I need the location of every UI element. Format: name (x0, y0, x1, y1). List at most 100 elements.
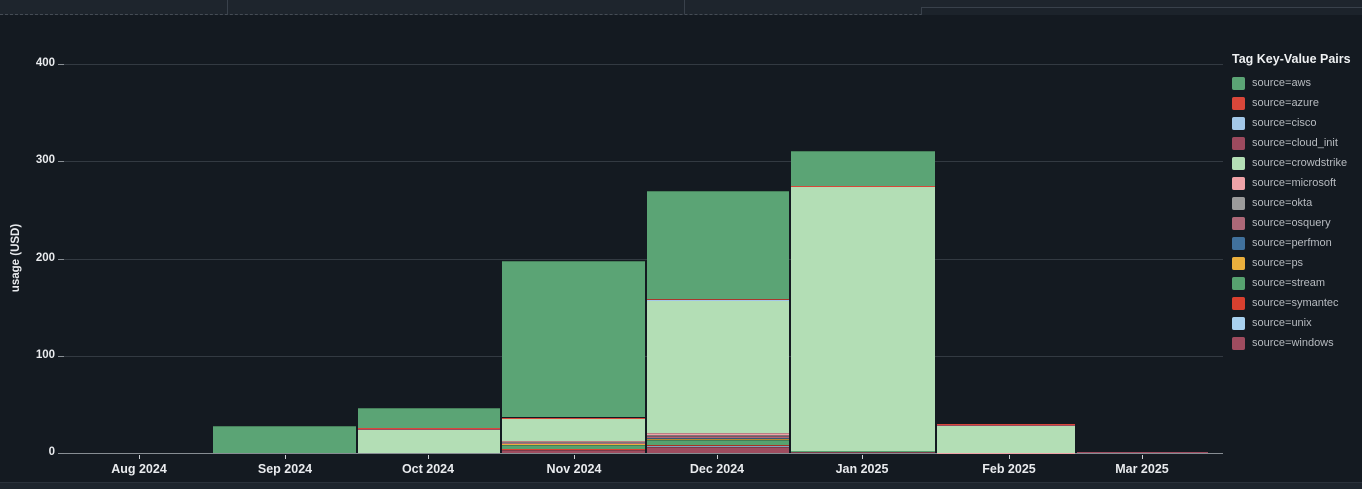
legend-swatch-icon (1232, 157, 1245, 170)
bar-segment[interactable] (647, 447, 789, 453)
x-tick-label: Dec 2024 (657, 462, 777, 476)
x-tick-mark (1009, 455, 1010, 459)
legend-swatch-icon (1232, 337, 1245, 350)
bar-segment[interactable] (791, 186, 935, 451)
bar-segment[interactable] (647, 191, 789, 299)
legend-item[interactable]: source=stream (1232, 273, 1360, 293)
bar-segment[interactable] (647, 438, 789, 439)
y-tick-mark (58, 259, 64, 260)
x-tick-label: Feb 2025 (949, 462, 1069, 476)
x-tick-label: Oct 2024 (368, 462, 488, 476)
x-tick-mark (717, 455, 718, 459)
bar-segment[interactable] (502, 261, 645, 418)
bar-segment[interactable] (358, 429, 501, 453)
legend-swatch-icon (1232, 137, 1245, 150)
gridline (60, 259, 1223, 260)
legend-title: Tag Key-Value Pairs (1232, 52, 1360, 66)
bar-segment[interactable] (358, 408, 501, 428)
legend-label: source=azure (1252, 97, 1319, 109)
legend-swatch-icon (1232, 117, 1245, 130)
legend-item[interactable]: source=crowdstrike (1232, 153, 1360, 173)
legend-label: source=unix (1252, 317, 1312, 329)
legend-label: source=stream (1252, 277, 1325, 289)
x-tick-mark (862, 455, 863, 459)
y-tick-label: 300 (15, 154, 55, 166)
bar-segment[interactable] (647, 446, 789, 447)
bar-segment[interactable] (502, 450, 645, 453)
y-tick-mark (58, 64, 64, 65)
bar-segment[interactable] (213, 426, 356, 453)
legend-swatch-icon (1232, 217, 1245, 230)
bar-segment[interactable] (647, 445, 789, 446)
bar-segment[interactable] (1077, 452, 1208, 453)
legend-label: source=crowdstrike (1252, 157, 1347, 169)
bar-segment[interactable] (502, 418, 645, 441)
gridline (60, 161, 1223, 162)
bar-segment[interactable] (647, 440, 789, 445)
legend-swatch-icon (1232, 77, 1245, 90)
legend-item[interactable]: source=perfmon (1232, 233, 1360, 253)
legend-label: source=perfmon (1252, 237, 1332, 249)
legend-item[interactable]: source=azure (1232, 93, 1360, 113)
x-tick-mark (574, 455, 575, 459)
x-tick-label: Nov 2024 (514, 462, 634, 476)
legend-swatch-icon (1232, 197, 1245, 210)
y-tick-label: 100 (15, 349, 55, 361)
legend-items: source=aws source=azure source=cisco source… (1232, 73, 1360, 353)
y-tick-mark (58, 356, 64, 357)
legend-swatch-icon (1232, 257, 1245, 270)
dashboard-screen: usage (USD) 0100200300400Aug 2024Sep 202… (0, 0, 1362, 489)
bar-segment[interactable] (647, 435, 789, 436)
legend-item[interactable]: source=unix (1232, 313, 1360, 333)
x-tick-mark (428, 455, 429, 459)
chart-legend: Tag Key-Value Pairs source=aws source=azu… (1232, 52, 1360, 353)
legend-label: source=okta (1252, 197, 1312, 209)
legend-swatch-icon (1232, 237, 1245, 250)
legend-swatch-icon (1232, 317, 1245, 330)
y-tick-mark (58, 161, 64, 162)
legend-swatch-icon (1232, 277, 1245, 290)
bar-segment[interactable] (791, 151, 935, 186)
legend-swatch-icon (1232, 297, 1245, 310)
legend-item[interactable]: source=microsoft (1232, 173, 1360, 193)
legend-item[interactable]: source=windows (1232, 333, 1360, 353)
x-tick-label: Mar 2025 (1082, 462, 1202, 476)
legend-item[interactable]: source=okta (1232, 193, 1360, 213)
toolbar-divider (227, 0, 228, 14)
legend-label: source=windows (1252, 337, 1334, 349)
bar-segment[interactable] (647, 439, 789, 440)
legend-item[interactable]: source=cloud_init (1232, 133, 1360, 153)
y-tick-label: 0 (15, 446, 55, 458)
bar-segment[interactable] (647, 433, 789, 435)
bar-segment[interactable] (502, 445, 645, 449)
legend-label: source=microsoft (1252, 177, 1336, 189)
legend-swatch-icon (1232, 177, 1245, 190)
x-axis-line (60, 453, 1223, 454)
legend-item[interactable]: source=aws (1232, 73, 1360, 93)
bar-segment[interactable] (502, 441, 645, 442)
bottom-panel-edge (0, 482, 1362, 489)
x-tick-mark (139, 455, 140, 459)
legend-item[interactable]: source=symantec (1232, 293, 1360, 313)
gridline (60, 64, 1223, 65)
top-toolbar (0, 0, 1362, 15)
x-tick-label: Aug 2024 (79, 462, 199, 476)
x-tick-label: Jan 2025 (802, 462, 922, 476)
bar-segment[interactable] (502, 443, 645, 445)
x-tick-mark (1142, 455, 1143, 459)
x-tick-mark (285, 455, 286, 459)
bar-segment[interactable] (791, 452, 935, 453)
legend-label: source=osquery (1252, 217, 1331, 229)
legend-label: source=cisco (1252, 117, 1317, 129)
legend-item[interactable]: source=cisco (1232, 113, 1360, 133)
legend-item[interactable]: source=ps (1232, 253, 1360, 273)
bar-segment[interactable] (937, 425, 1075, 453)
legend-item[interactable]: source=osquery (1232, 213, 1360, 233)
legend-label: source=cloud_init (1252, 137, 1338, 149)
legend-label: source=aws (1252, 77, 1311, 89)
legend-swatch-icon (1232, 97, 1245, 110)
bar-segment[interactable] (647, 300, 789, 433)
legend-label: source=symantec (1252, 297, 1339, 309)
bar-segment[interactable] (647, 436, 789, 438)
toolbar-divider (684, 0, 685, 14)
